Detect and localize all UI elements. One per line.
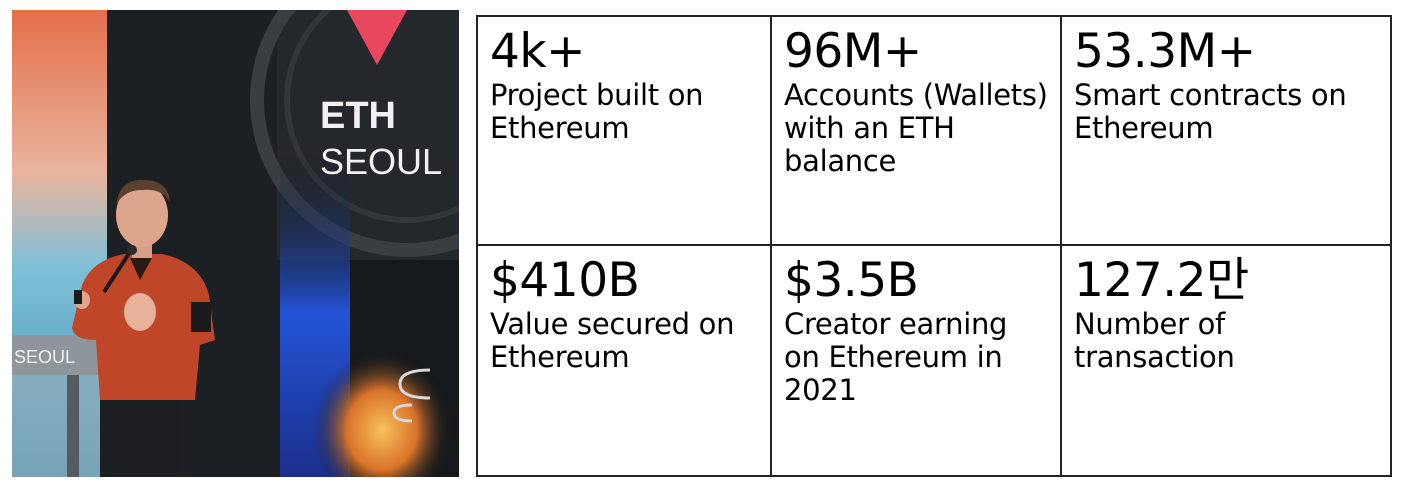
stat-label: Accounts (Wallets) with an ETH balance	[784, 78, 1048, 178]
stat-label: Number of transaction	[1074, 307, 1235, 374]
speaker-face	[116, 183, 168, 247]
banner-seoul-text: SEOUL	[320, 141, 442, 182]
stat-label: Project built on Ethereum	[490, 78, 704, 145]
stat-cell-projects: 4k+ Project built on Ethereum	[478, 17, 770, 246]
stat-cell-creator-earnings: $3.5B Creator earning on Ethereum in 202…	[770, 246, 1060, 475]
event-photo: ETH SEOUL SEOUL	[12, 10, 459, 477]
stat-cell-value-secured: $410B Value secured on Ethereum	[478, 246, 770, 475]
speaker-scene: ETH SEOUL SEOUL	[12, 10, 459, 477]
stat-label: Creator earning on Ethereum in 2021	[784, 307, 1008, 407]
banner-eth-text: ETH	[320, 95, 396, 137]
microphone-icon	[127, 245, 137, 255]
eth-logo-icon	[347, 10, 407, 65]
podium-seoul-text: SEOUL	[14, 347, 75, 367]
stat-cell-contracts: 53.3M+ Smart contracts on Ethereum	[1060, 17, 1390, 246]
stat-value: 127.2만	[1074, 253, 1249, 308]
speaker	[72, 179, 215, 477]
podium-sign	[12, 335, 104, 375]
stat-value: $3.5B	[784, 253, 919, 308]
stat-value: 53.3M+	[1074, 24, 1256, 79]
stat-value: 4k+	[490, 24, 586, 79]
stat-cell-accounts: 96M+ Accounts (Wallets) with an ETH bala…	[770, 17, 1060, 246]
stat-value: $410B	[490, 253, 640, 308]
stat-label: Value secured on Ethereum	[490, 307, 735, 374]
stat-value: 96M+	[784, 24, 922, 79]
ethereum-stats-grid: 4k+ Project built on Ethereum 96M+ Accou…	[476, 15, 1392, 477]
stat-cell-transactions: 127.2만 Number of transaction	[1060, 246, 1390, 475]
podium	[12, 375, 104, 477]
stat-label: Smart contracts on Ethereum	[1074, 78, 1347, 145]
